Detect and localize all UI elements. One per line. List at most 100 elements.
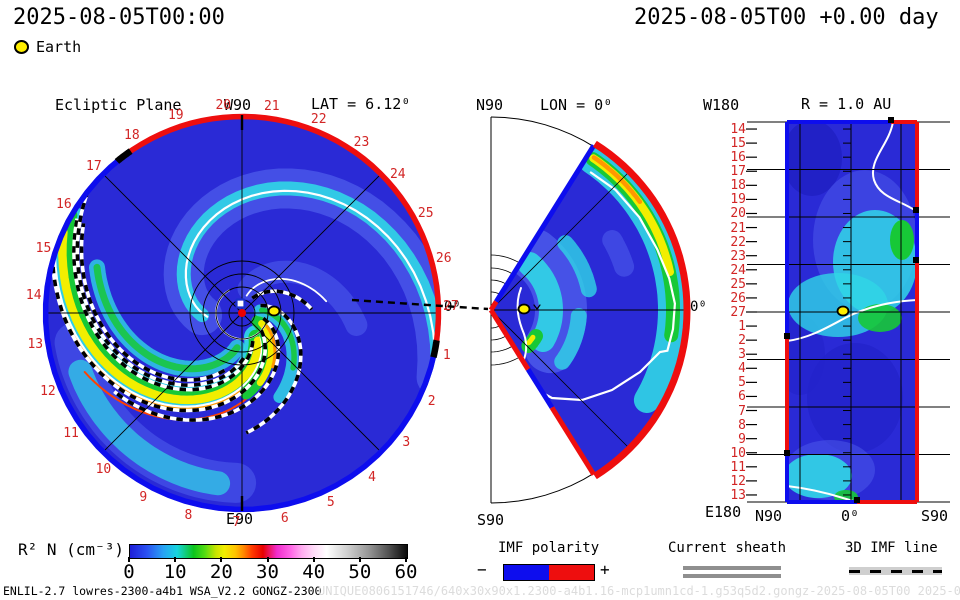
map-xlabel-n90: N90 [755, 507, 783, 525]
colorbar-tickmark-50 [358, 557, 361, 562]
ecliptic-day-tick-3: 3 [402, 435, 411, 451]
ecliptic-dial-field [43, 114, 441, 512]
ecliptic-day-tick-21: 21 [263, 99, 280, 115]
imf-line-swatch [849, 567, 942, 575]
ecliptic-day-tick-9: 9 [139, 490, 148, 506]
map-day-row-11: 11 [730, 459, 746, 475]
latlon-map-borders [784, 117, 919, 504]
ecliptic-day-tick-7: 7 [232, 514, 241, 530]
sun-marker [238, 309, 246, 317]
map-day-row-15: 15 [730, 136, 746, 152]
ecliptic-day-tick-6: 6 [280, 510, 289, 526]
imf-plus-sign: + [600, 560, 610, 579]
earth-marker-meridional [517, 303, 531, 315]
imf-line-dashes [849, 569, 942, 573]
colorbar-tickmark-0 [128, 557, 130, 562]
map-day-row-1: 1 [738, 319, 746, 335]
map-xlabel-0: 0⁰ [841, 507, 860, 525]
map-day-row-18: 18 [730, 178, 746, 194]
ecliptic-day-tick-10: 10 [95, 462, 112, 478]
colorbar-tick-30: 30 [256, 561, 279, 583]
ecliptic-e90-label: E90 [226, 510, 254, 528]
current-sheath-swatch-bottom [683, 573, 781, 578]
ecliptic-day-tick-8: 8 [184, 508, 193, 523]
colorbar-tick-60: 60 [394, 561, 418, 583]
imf-positive-swatch [549, 565, 594, 580]
map-day-row-7: 7 [738, 403, 746, 419]
ecliptic-zero-label: 0⁰ [444, 299, 461, 315]
imf-polarity-label: IMF polarity [498, 540, 600, 556]
imf-polarity-swatch [503, 564, 595, 581]
ecliptic-lat-label: LAT = 6.12⁰ [311, 95, 411, 113]
map-day-row-17: 17 [730, 164, 746, 180]
map-day-row-8: 8 [738, 417, 746, 433]
imf-line-label: 3D IMF line [845, 540, 938, 556]
inner-boundary-marker [235, 298, 246, 309]
map-day-row-10: 10 [730, 445, 746, 461]
colorbar-tickmark-10 [174, 557, 177, 562]
timestamp-left: 2025-08-05T00:00 [13, 5, 225, 30]
meridional-borders [488, 140, 691, 480]
wedge-n90-label: N90 [476, 96, 504, 114]
wedge-zero-label: 0⁰ [690, 299, 707, 315]
map-day-row-5: 5 [738, 375, 746, 391]
earth-marker-map [836, 305, 850, 317]
ecliptic-day-tick-19: 19 [167, 107, 184, 123]
imf-negative-swatch [504, 565, 549, 580]
ecliptic-day-tick-25: 25 [417, 206, 434, 222]
current-sheath-label: Current sheath [668, 540, 787, 556]
map-day-row-13: 13 [730, 487, 746, 503]
map-day-row-19: 19 [730, 192, 746, 208]
colorbar-label: R² N (cm⁻³) [18, 540, 124, 559]
ecliptic-day-tick-2: 2 [427, 393, 436, 409]
colorbar-tick-20: 20 [209, 561, 233, 583]
map-day-row-22: 22 [730, 234, 746, 250]
map-day-row-21: 21 [730, 220, 746, 236]
current-sheath-swatch-top [683, 566, 781, 570]
map-title: R = 1.0 AU [801, 95, 892, 113]
colorbar-tickmark-40 [312, 557, 315, 562]
ecliptic-title: Ecliptic Plane [55, 96, 182, 114]
colorbar-tick-50: 50 [348, 561, 372, 583]
ecliptic-day-tick-15: 15 [35, 240, 52, 256]
colorbar-tickmark-60 [405, 557, 408, 562]
map-e180-label: E180 [705, 503, 742, 521]
map-day-row-16: 16 [730, 150, 746, 166]
earth-legend-icon [14, 40, 29, 54]
wedge-lon-label: LON = 0⁰ [540, 96, 613, 114]
ecliptic-day-tick-13: 13 [27, 336, 44, 352]
colorbar-tickmark-20 [220, 557, 223, 562]
imf-minus-sign: − [477, 560, 487, 579]
ecliptic-day-tick-22: 22 [310, 111, 327, 127]
earth-legend-label: Earth [36, 38, 82, 56]
map-day-row-9: 9 [738, 431, 746, 447]
ecliptic-day-tick-20: 20 [215, 97, 232, 113]
ecliptic-day-tick-24: 24 [389, 166, 406, 182]
colorbar-tick-40: 40 [302, 561, 326, 583]
ecliptic-day-tick-17: 17 [86, 158, 102, 174]
model-info: ENLIL-2.7 lowres-2300-a4b1 WSA_V2.2 GONG… [3, 584, 322, 598]
colorbar-gradient [129, 544, 408, 559]
map-day-row-25: 25 [730, 276, 746, 292]
ecliptic-day-tick-5: 5 [326, 495, 335, 511]
ecliptic-day-tick-14: 14 [25, 288, 42, 304]
map-day-row-14: 14 [730, 122, 746, 138]
map-day-row-3: 3 [738, 347, 746, 363]
map-day-row-26: 26 [730, 290, 746, 306]
watermark: UNIQUE0806151746/640x30x90x1.2300-a4b1.1… [318, 585, 960, 598]
colorbar-tick-0: 0 [123, 561, 135, 583]
colorbar-tickmark-30 [266, 557, 269, 562]
ecliptic-day-tick-26: 26 [435, 251, 452, 267]
map-day-row-27: 27 [730, 305, 746, 320]
ecliptic-day-tick-1: 1 [442, 347, 451, 363]
map-xlabel-s90: S90 [921, 507, 949, 525]
ecliptic-day-tick-16: 16 [56, 196, 72, 212]
colorbar-tick-10: 10 [163, 561, 187, 583]
map-day-row-6: 6 [738, 389, 746, 405]
ecliptic-w90-label: W90 [224, 96, 252, 114]
ecliptic-day-tick-11: 11 [63, 426, 79, 442]
ecliptic-day-tick-4: 4 [368, 469, 376, 485]
map-day-row-20: 20 [730, 206, 746, 222]
